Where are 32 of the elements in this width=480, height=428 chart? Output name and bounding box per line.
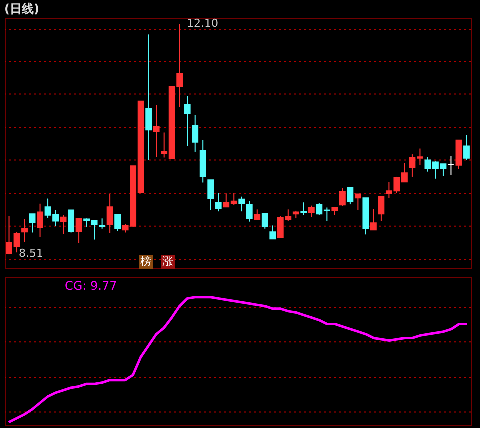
candlestick [354, 194, 362, 211]
annotation: 8.51 [19, 247, 44, 260]
candlestick [262, 213, 268, 230]
annotation: 12.10 [187, 17, 218, 30]
chart-title: (日线) [4, 2, 40, 16]
candlestick [378, 196, 385, 222]
candlestick [106, 194, 114, 234]
candlestick [308, 205, 315, 218]
candlestick [270, 225, 276, 240]
candlestick [60, 214, 67, 235]
candlestick [370, 208, 377, 231]
candlestick [464, 134, 470, 161]
candlestick [153, 104, 160, 158]
candlestick [76, 218, 82, 244]
candlestick [215, 192, 222, 212]
candlestick [300, 202, 308, 216]
candlestick [37, 203, 44, 238]
candlestick [339, 188, 346, 207]
annotation: 涨 [162, 255, 174, 268]
candlestick [146, 34, 152, 161]
candlestick [114, 214, 122, 232]
candlestick [29, 214, 36, 234]
candlestick [192, 114, 199, 152]
candlestick [208, 180, 214, 211]
candlestick [184, 96, 191, 147]
candlestick [68, 210, 75, 234]
candlestick [448, 156, 454, 176]
annotation: 榜 [140, 255, 152, 268]
text: CG: 9.77 [65, 279, 118, 293]
candlestick [347, 187, 354, 206]
candlestick [254, 209, 261, 220]
candlestick [22, 218, 28, 243]
